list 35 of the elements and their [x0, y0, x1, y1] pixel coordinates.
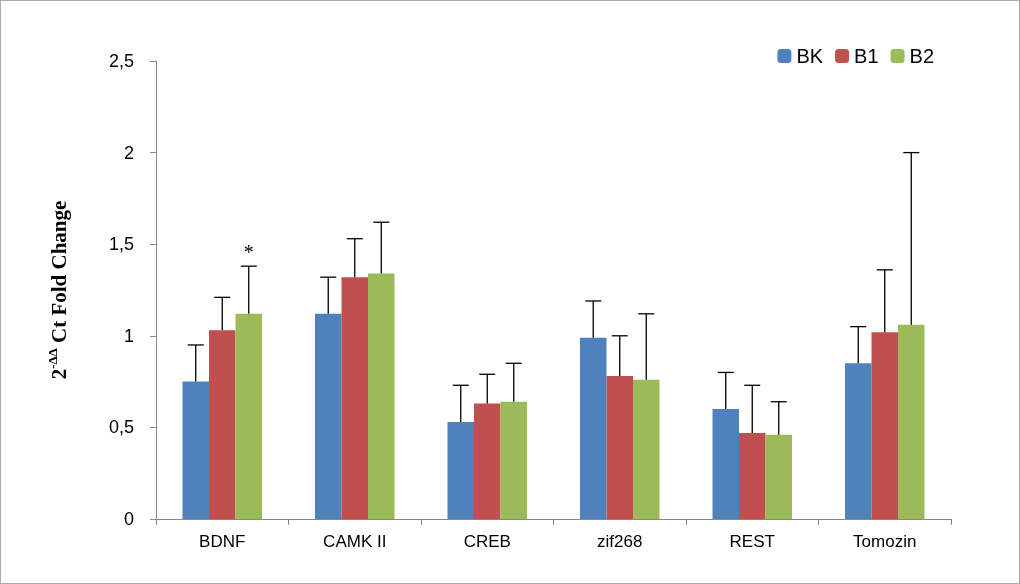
bar [315, 313, 342, 519]
bar [712, 409, 739, 519]
bar [739, 432, 766, 519]
bar [474, 403, 501, 519]
legend-label: B2 [909, 45, 935, 67]
y-tick-label: 0 [123, 509, 134, 529]
bar [606, 376, 633, 519]
legend-label: BK [796, 45, 824, 67]
x-tick-label: REST [729, 532, 775, 551]
x-tick-label: Tomozin [853, 532, 917, 551]
bar [765, 434, 792, 519]
x-tick-label: CREB [463, 532, 511, 551]
y-tick-label: 2 [123, 142, 134, 163]
bar [871, 332, 898, 519]
bar [182, 381, 209, 519]
bar [845, 363, 872, 519]
annotation: * [243, 241, 254, 264]
bar [447, 421, 474, 519]
bar [235, 313, 262, 519]
y-tick-label: 0,5 [108, 417, 134, 438]
x-tick-label: CAMK II [323, 532, 387, 551]
bar [341, 277, 368, 519]
bar [209, 330, 236, 519]
bar [898, 324, 925, 519]
bar [580, 337, 607, 519]
bar [633, 379, 660, 519]
x-tick-label: zif268 [597, 532, 643, 551]
bar [368, 273, 395, 519]
legend-label: B1 [854, 45, 879, 67]
y-tick-label: 1 [123, 325, 134, 346]
y-tick-label: 1,5 [108, 234, 134, 255]
bar [500, 401, 527, 519]
x-tick-label: BDNF [199, 532, 246, 551]
y-tick-label: 2,5 [108, 51, 134, 71]
y-axis-title: 2-ΔΔ Ct Fold Change [45, 200, 71, 380]
